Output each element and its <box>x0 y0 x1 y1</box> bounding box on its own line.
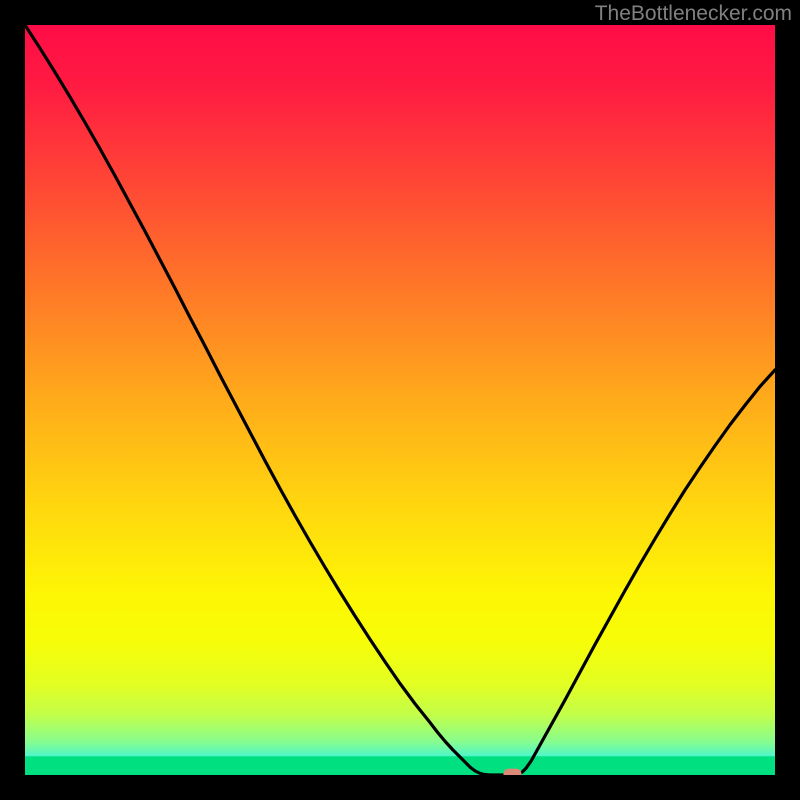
watermark-text: TheBottlenecker.com <box>595 2 792 26</box>
gradient-background <box>25 25 775 775</box>
green-stripe <box>25 756 775 775</box>
chart-svg <box>25 25 775 775</box>
optimal-point-marker <box>504 769 522 775</box>
chart-container: TheBottlenecker.com <box>0 0 800 800</box>
plot-area <box>25 25 775 775</box>
